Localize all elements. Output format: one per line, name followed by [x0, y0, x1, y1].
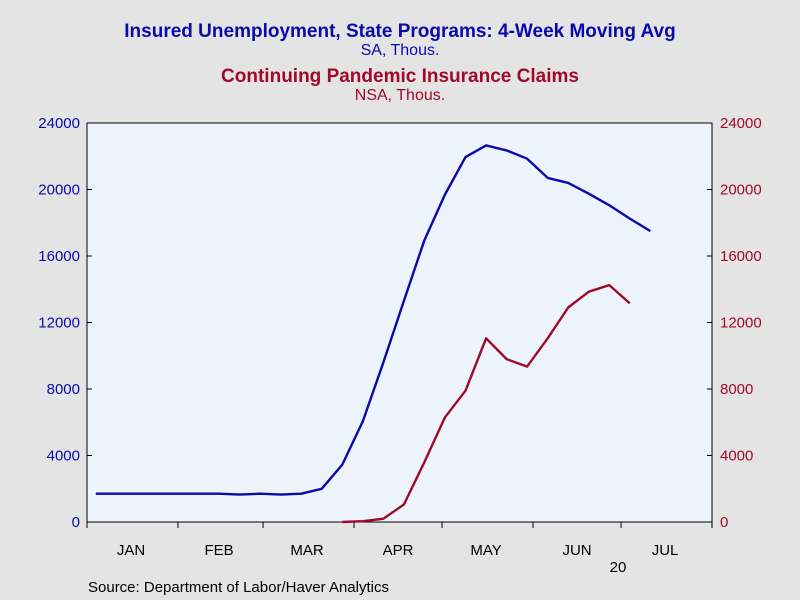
series-line-2: [342, 283, 631, 524]
right-tick-label: 12000: [720, 315, 762, 332]
right-tick-label: 20000: [720, 182, 762, 199]
plot-area: [86, 122, 713, 523]
title-1: Insured Unemployment, State Programs: 4-…: [124, 21, 675, 42]
source-note: Source: Department of Labor/Haver Analyt…: [88, 579, 389, 596]
subtitle-1: SA, Thous.: [361, 42, 440, 59]
left-tick-label: 16000: [38, 248, 80, 265]
x-month-label: JUN: [562, 542, 591, 559]
right-tick-label: 24000: [720, 115, 762, 132]
x-month-label: MAY: [470, 542, 501, 559]
right-tick-label: 16000: [720, 248, 762, 265]
x-year-label: 20: [610, 559, 627, 576]
x-axis: JAN FEB MAR APR MAY JUN JUL: [86, 522, 713, 559]
x-month-label: MAR: [290, 542, 324, 559]
left-axis: 0 4000 8000 12000 16000 20000 24000: [38, 115, 92, 531]
series-line-1: [95, 144, 652, 496]
left-tick-label: 0: [72, 514, 80, 531]
right-tick-label: 4000: [720, 448, 753, 465]
series-layer: [95, 144, 652, 524]
x-month-label: JAN: [117, 542, 145, 559]
left-tick-label: 12000: [38, 315, 80, 332]
x-month-label: FEB: [204, 542, 233, 559]
right-axis: 0 4000 8000 12000 16000 20000 24000: [707, 115, 762, 531]
left-tick-label: 4000: [47, 448, 80, 465]
right-tick-label: 8000: [720, 381, 753, 398]
title-2: Continuing Pandemic Insurance Claims: [221, 66, 579, 87]
x-month-label: JUL: [652, 542, 679, 559]
subtitle-2: NSA, Thous.: [355, 87, 445, 104]
left-tick-label: 24000: [38, 115, 80, 132]
x-month-label: APR: [383, 542, 414, 559]
left-tick-label: 20000: [38, 182, 80, 199]
left-tick-label: 8000: [47, 381, 80, 398]
right-tick-label: 0: [720, 514, 728, 531]
